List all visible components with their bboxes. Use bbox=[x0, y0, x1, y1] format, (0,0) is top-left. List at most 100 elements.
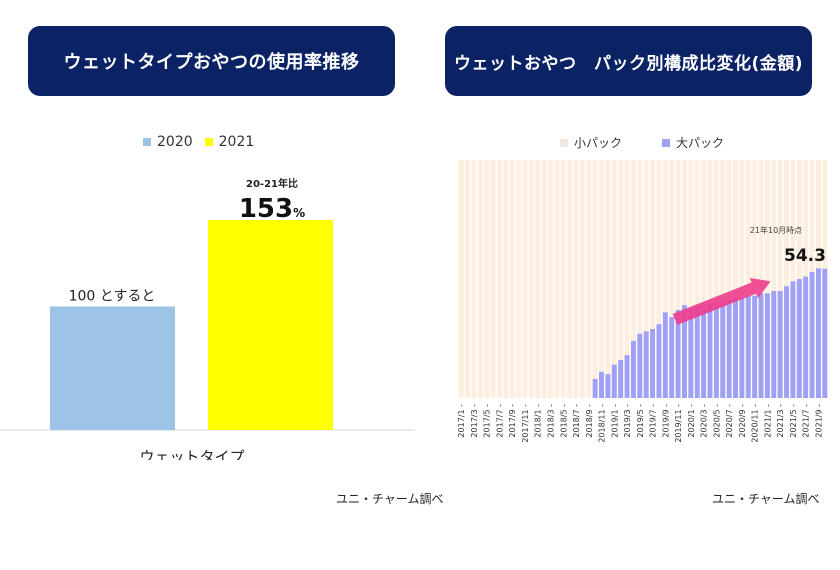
bar-small-pack-2020/9 bbox=[739, 160, 745, 299]
bar-small-pack-2020/10 bbox=[745, 160, 751, 296]
bar-small-pack-2021/2 bbox=[771, 160, 777, 291]
x-tick-label: 2020/7 - bbox=[725, 404, 734, 438]
bar-large-pack-2020/6 bbox=[720, 300, 726, 398]
bar-large-pack-2020/2 bbox=[694, 305, 700, 398]
bar-small-pack-2021/5 bbox=[790, 160, 796, 282]
bar-large-pack-2020/1 bbox=[688, 307, 694, 398]
bar-small-pack-2017/5 bbox=[484, 160, 490, 398]
bar-large-pack-2020/5 bbox=[713, 302, 719, 398]
bar-small-pack-2020/2 bbox=[694, 160, 700, 306]
bar-large-pack-2020/9 bbox=[739, 298, 745, 398]
bar-large-pack-2019/12 bbox=[681, 305, 687, 398]
bar-small-pack-2021/1 bbox=[764, 160, 770, 294]
right-source-note: ユニ・チャーム調べ bbox=[712, 492, 820, 506]
bar-large-pack-2020/8 bbox=[733, 298, 738, 398]
bar-small-pack-2019/3 bbox=[624, 160, 630, 356]
bar-small-pack-2019/8 bbox=[656, 160, 662, 325]
legend-swatch-2021 bbox=[204, 138, 213, 146]
x-tick-label: 2018/1 - bbox=[534, 404, 543, 438]
bar-large-pack-2021/1 bbox=[764, 293, 770, 398]
bar-2021 bbox=[208, 220, 333, 430]
legend-swatch-2020 bbox=[143, 138, 151, 146]
bar-small-pack-2017/12 bbox=[528, 160, 534, 398]
bar-small-pack-2021/7 bbox=[803, 160, 809, 277]
bar-small-pack-2017/11 bbox=[522, 160, 528, 398]
bar-small-pack-2019/11 bbox=[675, 160, 681, 310]
bar-large-pack-2019/6 bbox=[643, 331, 649, 398]
bar-large-pack-2019/8 bbox=[656, 324, 662, 398]
x-tick-label: 2017/9 - bbox=[508, 404, 517, 438]
bar-small-pack-2019/12 bbox=[681, 160, 687, 306]
bar-small-pack-2018/8 bbox=[579, 160, 585, 398]
legend-label-large-pack: 大パック bbox=[676, 136, 725, 150]
x-tick-label: 2021/9 - bbox=[814, 404, 823, 438]
bar-large-pack-2020/12 bbox=[758, 293, 764, 398]
x-tick-label: 2018/7 - bbox=[572, 404, 581, 438]
bar-small-pack-2019/10 bbox=[669, 160, 675, 318]
bar-small-pack-2019/1 bbox=[611, 160, 617, 365]
x-tick-label: 2019/1 - bbox=[610, 404, 619, 438]
right-chart-title: ウェットおやつ パック別構成比変化(金額) bbox=[445, 26, 812, 96]
bar-small-pack-2017/4 bbox=[477, 160, 483, 398]
x-tick-label: 2018/11 - bbox=[598, 404, 607, 443]
bar-small-pack-2018/4 bbox=[554, 160, 560, 398]
legend-label-2020: 2020 bbox=[157, 134, 193, 150]
bar-large-pack-2020/4 bbox=[707, 302, 713, 398]
bar-large-pack-2020/10 bbox=[745, 295, 751, 398]
right-stacked-bar-chart: 2017/1 - 2017/3 - 2017/5 -2017/7 - 2017/9 -… bbox=[457, 160, 828, 443]
x-tick-label: 2017/1 - bbox=[457, 404, 466, 438]
x-tick-label: 2018/9 - bbox=[585, 404, 594, 438]
bar-large-pack-2019/10 bbox=[669, 317, 675, 398]
bar-small-pack-2017/9 bbox=[509, 160, 515, 398]
bar-small-pack-2020/11 bbox=[752, 160, 758, 296]
legend-swatch-small-pack bbox=[560, 138, 568, 147]
bar-small-pack-2017/10 bbox=[516, 160, 522, 398]
x-tick-label: 2021/5 - bbox=[789, 404, 798, 438]
bar-large-pack-2018/11 bbox=[599, 371, 605, 398]
bar-large-pack-2019/5 bbox=[637, 333, 643, 398]
bar-2021-value: 153 bbox=[239, 194, 293, 224]
bar-small-pack-2018/9 bbox=[586, 160, 592, 398]
bar-small-pack-2021/8 bbox=[809, 160, 815, 272]
x-tick-label: 2020/1 - bbox=[687, 404, 696, 438]
bar-large-pack-2021/3 bbox=[777, 290, 783, 398]
left-bar-chart: 100 とすると 20-21年比 153% ウェットタイプ bbox=[0, 177, 415, 460]
x-tick-label: 2019/9 - bbox=[661, 404, 670, 438]
bar-small-pack-2017/8 bbox=[503, 160, 509, 398]
annotation-value: 54.3 bbox=[784, 246, 826, 266]
x-tick-label: 2021/7 - bbox=[802, 404, 811, 438]
bar-large-pack-2019/7 bbox=[650, 328, 656, 398]
right-legend: 小パック 大パック bbox=[560, 134, 724, 151]
x-tick-label: 2017/3 - bbox=[470, 404, 479, 438]
bar-small-pack-2018/2 bbox=[541, 160, 547, 398]
x-tick-label: 2021/1 - bbox=[763, 404, 772, 438]
bar-2021-label: 153% bbox=[239, 194, 305, 224]
category-label: ウェットタイプ bbox=[139, 448, 244, 460]
x-tick-label: 2017/7 - bbox=[495, 404, 504, 438]
bar-small-pack-2018/1 bbox=[535, 160, 541, 398]
x-axis-ticks: 2017/1 - 2017/3 - 2017/5 -2017/7 - 2017/9 -… bbox=[457, 404, 823, 443]
x-tick-label: 2020/5 - bbox=[712, 404, 721, 438]
bar-large-pack-2021/6 bbox=[796, 279, 802, 398]
bar-small-pack-2020/12 bbox=[758, 160, 764, 294]
x-tick-label: 2020/3 - bbox=[700, 404, 709, 438]
bar-large-pack-2019/1 bbox=[611, 364, 617, 398]
bar-large-pack-2019/2 bbox=[618, 359, 624, 398]
bar-large-pack-2020/11 bbox=[752, 295, 758, 398]
bar-small-pack-2020/5 bbox=[713, 160, 719, 303]
x-tick-label: 2019/11 - bbox=[674, 404, 683, 443]
x-tick-label: 2020/11 - bbox=[751, 404, 760, 443]
annotation-label: 21年10月時点 bbox=[750, 225, 802, 235]
bar-small-pack-2021/10 bbox=[822, 160, 828, 269]
left-source-note: ユニ・チャーム調べ bbox=[336, 492, 444, 506]
bar-small-pack-2018/12 bbox=[605, 160, 611, 375]
bar-large-pack-2019/9 bbox=[662, 312, 668, 398]
bar-large-pack-2021/7 bbox=[803, 276, 809, 398]
bar-2020 bbox=[50, 306, 175, 430]
bar-small-pack-2018/6 bbox=[567, 160, 573, 398]
x-tick-label: 2019/5 - bbox=[636, 404, 645, 438]
bar-small-pack-2020/1 bbox=[688, 160, 694, 308]
bar-small-pack-2018/5 bbox=[560, 160, 566, 398]
bar-small-pack-2019/6 bbox=[643, 160, 649, 332]
bar-large-pack-2019/4 bbox=[630, 340, 636, 398]
